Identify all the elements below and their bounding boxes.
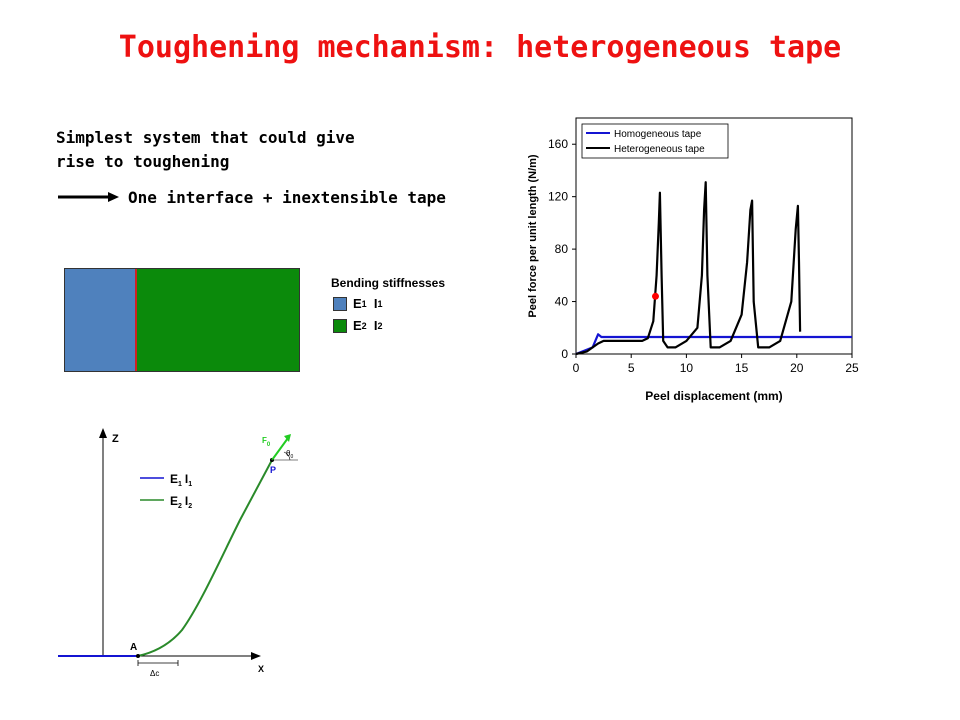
stiff-e-2-sub: 2 bbox=[361, 320, 367, 331]
stiff-i-1-sub: 1 bbox=[377, 298, 383, 309]
x-tick-label: 10 bbox=[680, 361, 694, 375]
x-tick-label: 20 bbox=[790, 361, 804, 375]
stiff-e-1-sub: 1 bbox=[361, 298, 367, 309]
chart-x-label: Peel displacement (mm) bbox=[645, 389, 782, 403]
legend-label: Homogeneous tape bbox=[614, 129, 702, 140]
point-a-label: A bbox=[130, 642, 137, 653]
swatch-segment-1 bbox=[333, 296, 347, 311]
diagram-legend-e-sub-1: 1 bbox=[178, 481, 182, 488]
series-line-heterogeneous bbox=[575, 181, 802, 356]
force-label-sub: 0 bbox=[267, 442, 271, 448]
swatch-segment-2 bbox=[333, 318, 347, 333]
y-tick-label: 40 bbox=[555, 295, 569, 309]
x-tick-label: 15 bbox=[735, 361, 749, 375]
stiff-e-2: E bbox=[353, 318, 362, 333]
intro-line-2: rise to toughening bbox=[56, 152, 230, 171]
y-tick-label: 0 bbox=[561, 347, 568, 361]
z-axis-label: Z bbox=[112, 433, 119, 445]
stiff-i-2: I bbox=[373, 318, 378, 333]
peeled-tape-segment bbox=[137, 459, 273, 657]
x-tick-label: 5 bbox=[628, 361, 635, 375]
right-arrow-icon bbox=[58, 192, 119, 202]
theta-label-sub: 0 bbox=[290, 454, 293, 460]
theta-label-main: θ bbox=[286, 449, 291, 458]
intro-line-1: Simplest system that could give bbox=[56, 128, 355, 147]
force-label: F0 bbox=[262, 436, 271, 448]
intro-text: Simplest system that could give rise to … bbox=[56, 126, 355, 174]
slide-title: Toughening mechanism: heterogeneous tape bbox=[118, 30, 842, 65]
y-tick-label: 160 bbox=[548, 137, 568, 151]
chart-legend-box bbox=[581, 123, 729, 159]
y-tick-label: 80 bbox=[555, 242, 569, 256]
x-tick-label: 0 bbox=[573, 361, 580, 375]
force-label-main: F bbox=[262, 436, 267, 445]
point-a-marker bbox=[136, 654, 140, 658]
y-tick-label: 120 bbox=[548, 190, 568, 204]
theta-label: θ0 bbox=[286, 449, 293, 460]
theta-arc bbox=[283, 451, 291, 461]
delta-c-label: Δc bbox=[150, 669, 159, 678]
arrow-statement-text: One interface + inextensible tape bbox=[128, 187, 446, 207]
stiff-e-1: E bbox=[353, 296, 362, 311]
chart-plot-area bbox=[575, 117, 853, 355]
force-arrow bbox=[271, 437, 289, 461]
arrow-statement: One interface + inextensible tape bbox=[56, 185, 446, 209]
crack-tip-marker bbox=[651, 292, 659, 300]
tape-illustration bbox=[64, 268, 300, 372]
series-line-homogeneous bbox=[575, 333, 852, 356]
diagram-legend-label-2: E2 I2 bbox=[170, 494, 192, 510]
z-axis-arrow-icon bbox=[99, 428, 107, 438]
diagram-legend-e-sub-2: 2 bbox=[178, 503, 182, 510]
stiff-i-2-sub: 2 bbox=[377, 320, 383, 331]
point-p-label: P bbox=[270, 465, 276, 475]
point-p-marker bbox=[270, 458, 274, 462]
tape-segment-1 bbox=[65, 269, 137, 371]
chart-y-label: Peel force per unit length (N/m) bbox=[527, 154, 539, 318]
stiffness-legend-title: Bending stiffnesses bbox=[331, 276, 446, 290]
diagram-legend-label-1: E1 I1 bbox=[170, 472, 192, 488]
diagram-legend-i-sub-1: 1 bbox=[188, 481, 192, 488]
x-tick-label: 25 bbox=[845, 361, 859, 375]
x-axis-label: X bbox=[258, 664, 264, 674]
x-axis-arrow-icon bbox=[251, 652, 261, 660]
force-arrowhead-icon bbox=[284, 434, 291, 442]
legend-label: Heterogeneous tape bbox=[614, 144, 705, 155]
stiff-i-1: I bbox=[373, 296, 378, 311]
tape-segment-2 bbox=[137, 269, 299, 371]
diagram-legend-i-sub-2: 2 bbox=[188, 503, 192, 510]
